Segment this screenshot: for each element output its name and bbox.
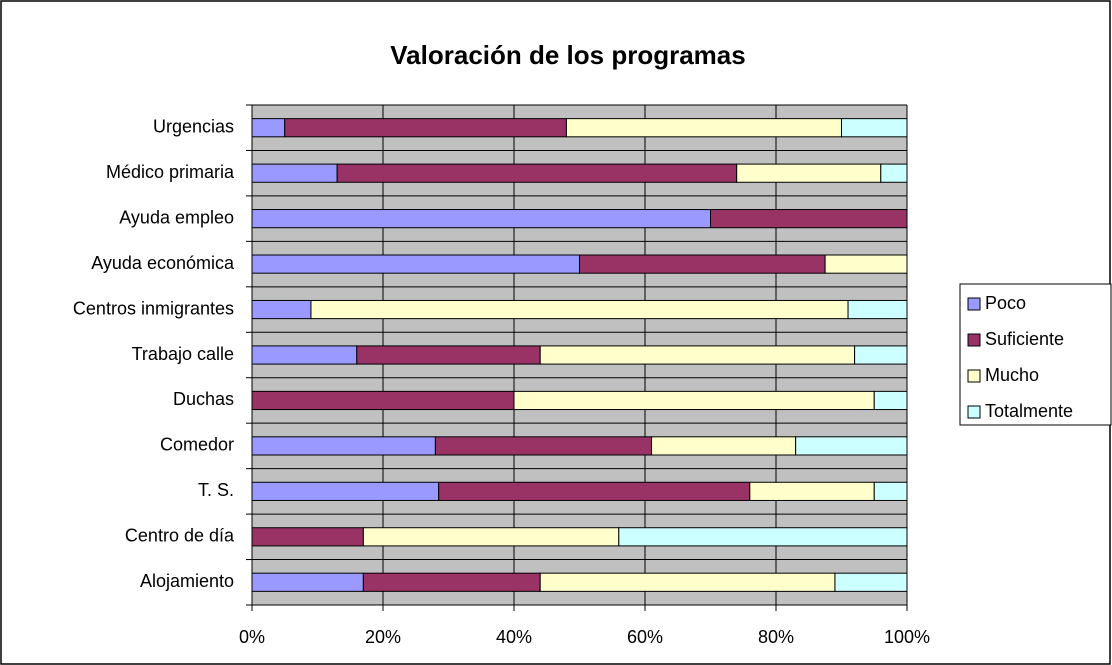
y-tick-label: Ayuda empleo <box>119 207 234 227</box>
bar-segment <box>854 345 908 365</box>
bar-segment <box>749 481 875 501</box>
bar-segment <box>873 481 908 501</box>
y-tick-label: Centros inmigrantes <box>73 298 234 318</box>
legend-box <box>959 283 1112 426</box>
chart-title: Valoración de los programas <box>390 40 745 70</box>
bar-segment <box>841 118 908 138</box>
bar-segment <box>579 254 826 274</box>
bar-segment <box>539 572 836 592</box>
bar-segment <box>284 118 567 138</box>
bar-segment <box>251 345 358 365</box>
legend-label: Mucho <box>985 365 1039 385</box>
legend-label: Poco <box>985 293 1026 313</box>
bar-segment <box>251 390 515 411</box>
bar-segment <box>873 390 908 411</box>
bar-segment <box>651 436 797 456</box>
y-tick-label: Médico primaria <box>106 162 235 182</box>
bar-segment <box>736 163 882 183</box>
bar-segment <box>513 390 875 411</box>
x-tick-label: 80% <box>758 627 794 647</box>
bar-segment <box>539 345 856 365</box>
bar-segment <box>251 572 364 592</box>
bar-segment <box>251 436 436 456</box>
x-tick-label: 40% <box>496 627 532 647</box>
bar-segment <box>618 527 908 547</box>
y-tick-label: Trabajo calle <box>132 344 234 364</box>
legend-label: Totalmente <box>985 401 1073 421</box>
legend-swatch <box>967 369 981 383</box>
y-tick-label: Duchas <box>173 389 234 409</box>
x-tick-label: 60% <box>627 627 663 647</box>
bar-segment <box>438 481 751 501</box>
bar-segment <box>834 572 908 592</box>
bar-segment <box>565 118 843 138</box>
x-tick-label: 20% <box>365 627 401 647</box>
bar-segment <box>356 345 541 365</box>
y-tick-label: Urgencias <box>153 116 234 136</box>
legend-label: Suficiente <box>985 329 1064 349</box>
bar-segment <box>310 299 849 320</box>
bar-segment <box>251 163 338 183</box>
bar-segment <box>336 163 738 183</box>
y-tick-label: Alojamiento <box>140 571 234 591</box>
bar-segment <box>251 527 364 547</box>
bar-segment <box>434 436 653 456</box>
y-tick-label: Centro de día <box>125 526 235 546</box>
bar-segment <box>251 254 580 274</box>
legend-swatch <box>967 333 981 347</box>
bar-segment <box>824 254 908 274</box>
y-tick-label: Comedor <box>160 435 234 455</box>
x-tick-label: 100% <box>884 627 930 647</box>
bar-segment <box>795 436 908 456</box>
x-tick-label: 0% <box>239 627 265 647</box>
bar-segment <box>251 209 711 229</box>
y-tick-label: T. S. <box>198 480 234 500</box>
legend-swatch <box>967 405 981 419</box>
bar-segment <box>362 572 541 592</box>
y-tick-label: Ayuda económica <box>91 253 235 273</box>
bar-segment <box>847 299 908 320</box>
bar-segment <box>251 299 312 320</box>
bar-segment <box>251 118 286 138</box>
bar-segment <box>362 527 620 547</box>
bar-segment <box>251 481 440 501</box>
bar-segment <box>710 209 908 229</box>
bar-segment <box>880 163 908 183</box>
legend-swatch <box>967 297 981 311</box>
